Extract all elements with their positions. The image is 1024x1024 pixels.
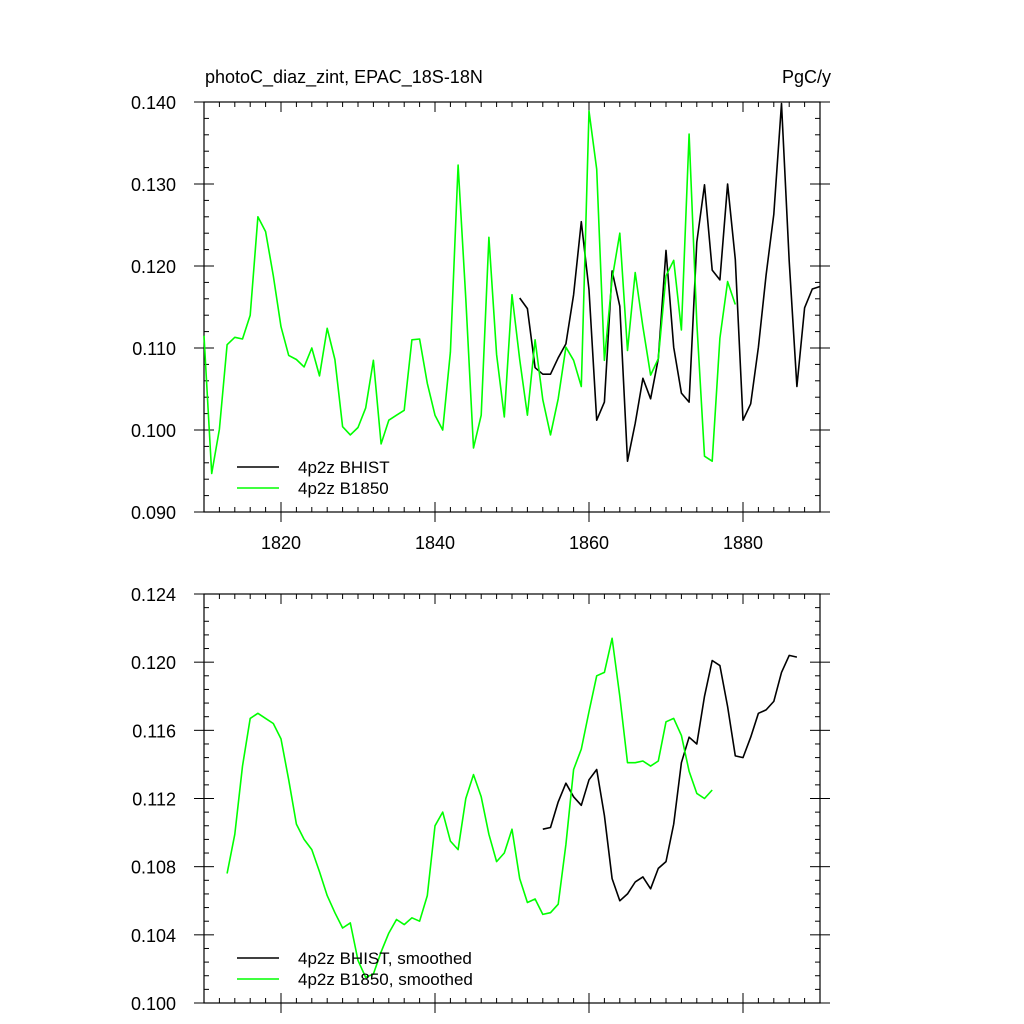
x-tick-label: 1860	[569, 533, 609, 553]
legend-label: 4p2z BHIST, smoothed	[298, 949, 472, 968]
y-tick-label: 0.100	[131, 421, 176, 441]
y-tick-label: 0.120	[131, 257, 176, 277]
y-tick-label: 0.130	[131, 175, 176, 195]
legend-label: 4p2z B1850, smoothed	[298, 970, 473, 989]
y-tick-label: 0.110	[132, 339, 176, 359]
series-line	[203, 110, 737, 475]
y-tick-label: 0.120	[131, 653, 176, 673]
y-tick-label: 0.104	[131, 926, 176, 946]
chart-title: photoC_diaz_zint, EPAC_18S-18N	[205, 67, 483, 88]
y-tick-label: 0.112	[132, 790, 176, 810]
plot-frame	[203, 593, 821, 1004]
y-tick-label: 0.124	[131, 585, 176, 605]
series-line	[542, 654, 798, 902]
series-line	[519, 102, 821, 463]
chart-units: PgC/y	[782, 67, 831, 87]
x-tick-label: 1880	[723, 533, 763, 553]
y-tick-label: 0.090	[131, 503, 176, 523]
y-tick-label: 0.100	[131, 994, 176, 1014]
legend-label: 4p2z BHIST	[298, 458, 390, 477]
y-tick-label: 0.140	[131, 93, 176, 113]
x-tick-label: 1820	[261, 533, 301, 553]
y-tick-label: 0.108	[131, 858, 176, 878]
legend-label: 4p2z B1850	[298, 479, 389, 498]
y-tick-label: 0.116	[132, 721, 176, 741]
series-line	[226, 637, 713, 979]
x-tick-label: 1840	[415, 533, 455, 553]
